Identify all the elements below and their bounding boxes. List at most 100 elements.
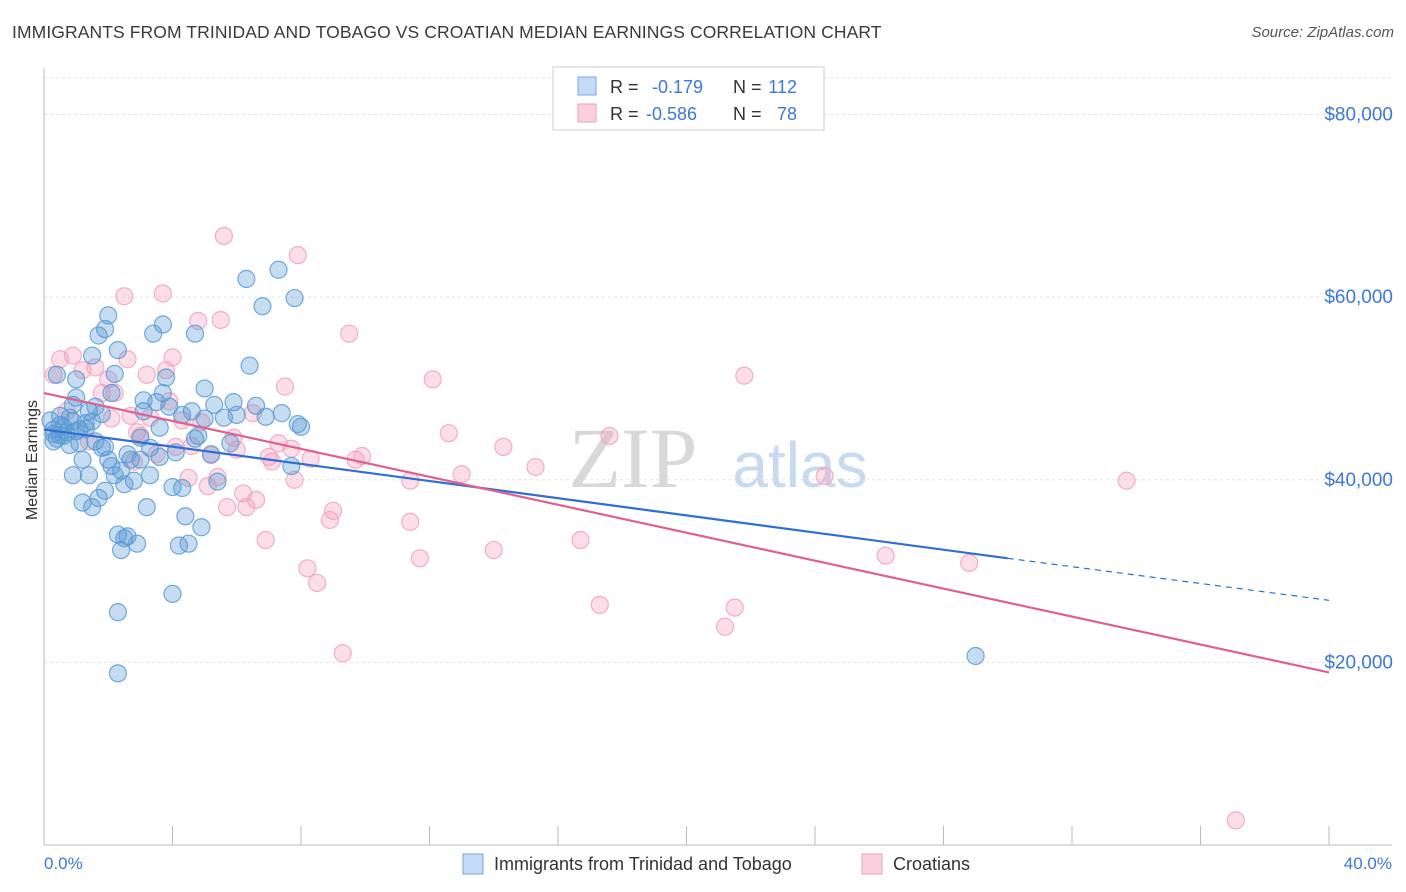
- croatian-point: [298, 559, 317, 578]
- croatian-point: [484, 540, 503, 560]
- trinidad-point: [163, 584, 182, 603]
- trinidad-point: [185, 324, 205, 343]
- trinidad-point: [108, 603, 127, 622]
- croatian-point: [63, 346, 83, 365]
- legend-r-value-2: -0.586: [646, 104, 697, 124]
- croatian-point: [439, 424, 458, 443]
- croatian-point: [725, 598, 744, 617]
- legend-pink-swatch: [577, 103, 597, 123]
- bottom-legend: Immigrants from Trinidad and Tobago Croa…: [462, 853, 970, 875]
- croatian-point: [735, 366, 754, 385]
- croatian-point: [333, 644, 352, 663]
- croatian-point: [571, 530, 590, 550]
- chart-title: IMMIGRANTS FROM TRINIDAD AND TOBAGO VS C…: [12, 22, 882, 42]
- trinidad-point: [63, 466, 83, 485]
- trinidad-point: [291, 417, 311, 436]
- croatian-point: [340, 324, 359, 343]
- trinidad-point: [108, 664, 127, 683]
- trinidad-point: [163, 477, 182, 497]
- bottom-legend-pink-label: Croatians: [893, 854, 970, 874]
- trinidad-point: [121, 450, 140, 469]
- legend-n-label-1: N =: [733, 77, 762, 97]
- croatian-point: [288, 246, 307, 265]
- legend-n-label-2: N =: [733, 104, 762, 124]
- croatian-point: [600, 426, 619, 446]
- croatian-point: [208, 467, 227, 487]
- croatian-point: [237, 498, 256, 517]
- legend: R = -0.179 N = 112 R = -0.586 N = 78: [552, 66, 825, 131]
- croatian-point: [102, 409, 121, 428]
- trinidad-point: [221, 434, 240, 453]
- watermark-zip: ZIP: [569, 410, 698, 506]
- trinidad-point: [67, 370, 86, 389]
- trinidad-point: [150, 447, 169, 467]
- trinidad-point: [47, 365, 66, 384]
- y-tick-label: $20,000: [1324, 652, 1393, 673]
- trinidad-point: [185, 429, 205, 448]
- trinidad-point: [192, 518, 211, 537]
- trinidad-point: [173, 478, 192, 498]
- legend-blue-swatch: [577, 76, 597, 96]
- x-tick-label-left: 0.0%: [44, 854, 83, 873]
- trinidad-point: [227, 405, 246, 425]
- trinidad-point: [63, 412, 83, 431]
- trinidad-point: [240, 356, 259, 375]
- trinidad-point: [269, 260, 288, 279]
- trinidad-point: [282, 456, 301, 476]
- croatian-point: [715, 617, 735, 636]
- trend-lines: [43, 391, 1330, 674]
- trinidad-trend-extension: [1007, 557, 1330, 601]
- trinidad-point: [128, 534, 147, 553]
- y-tick-label: $80,000: [1324, 105, 1393, 126]
- croatian-point: [275, 377, 295, 396]
- croatian-point: [410, 549, 429, 568]
- legend-n-value-2: 78: [777, 104, 797, 124]
- y-axis-label: Median Earnings: [24, 400, 41, 520]
- croatian-point: [153, 284, 172, 303]
- bottom-legend-blue-label: Immigrants from Trinidad and Tobago: [494, 854, 792, 874]
- trinidad-point: [95, 437, 115, 456]
- croatian-point: [307, 573, 327, 593]
- croatian-point: [423, 370, 442, 389]
- trinidad-point: [288, 414, 307, 434]
- croatian-point: [324, 501, 343, 520]
- croatian-point: [960, 553, 979, 572]
- legend-n-value-1: 112: [768, 77, 797, 97]
- croatian-trend-line: [43, 391, 1330, 674]
- trinidad-point: [44, 432, 63, 451]
- trinidad-point: [253, 297, 272, 316]
- trinidad-point: [118, 527, 137, 546]
- trinidad-point: [153, 315, 172, 334]
- croatian-point: [198, 477, 217, 496]
- bottom-legend-pink-swatch: [861, 853, 883, 875]
- legend-box: [552, 66, 825, 131]
- croatian-point: [590, 595, 609, 614]
- trinidad-point: [99, 306, 118, 325]
- trinidad-point: [108, 341, 127, 360]
- trinidad-point: [95, 320, 115, 339]
- trinidad-point: [285, 288, 304, 308]
- trinidad-point: [208, 472, 227, 491]
- croatian-point: [876, 546, 895, 565]
- croatian-point: [1117, 471, 1136, 490]
- trinidad-point: [95, 481, 115, 500]
- trinidad-point: [176, 507, 195, 526]
- trinidad-point: [189, 426, 208, 446]
- trinidad-point: [83, 412, 102, 431]
- legend-r-label-2: R =: [610, 104, 639, 124]
- croatian-point: [401, 512, 420, 531]
- trinidad-point: [73, 450, 92, 469]
- trinidad-point: [83, 346, 102, 365]
- bottom-legend-blue-swatch: [462, 853, 484, 875]
- trinidad-point: [179, 534, 198, 553]
- croatian-point: [137, 365, 156, 384]
- trinidad-point: [67, 388, 86, 407]
- trinidad-point: [246, 396, 266, 415]
- trinidad-point: [140, 466, 160, 485]
- trinidad-point: [118, 445, 137, 464]
- trinidad-point: [137, 498, 156, 517]
- trinidad-point: [144, 324, 163, 343]
- y-tick-label: $40,000: [1324, 470, 1393, 491]
- trinidad-point: [124, 471, 144, 490]
